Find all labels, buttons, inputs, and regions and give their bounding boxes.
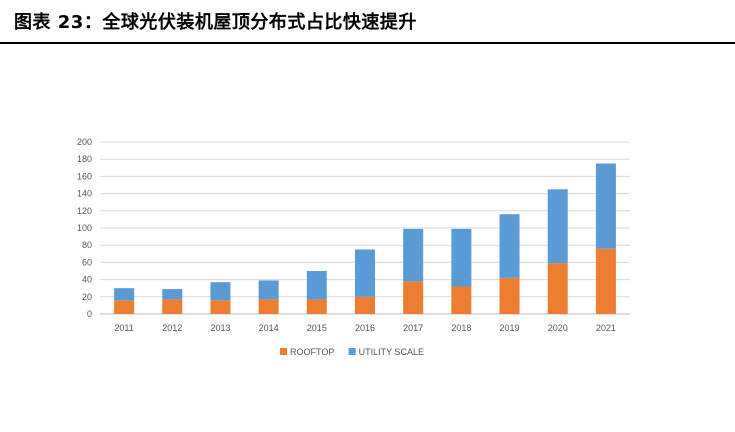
legend-label: UTILITY SCALE [359,347,424,357]
figure-title: 图表 23：全球光伏装机屋顶分布式占比快速提升 [14,12,417,33]
bar-rooftop [403,281,424,314]
bar-rooftop [499,277,520,314]
x-tick-label: 2014 [259,323,279,333]
bar-utility-scale [114,288,135,301]
bar-rooftop [114,300,135,314]
title-divider [0,42,735,44]
x-tick-label: 2016 [355,323,375,333]
x-tick-label: 2020 [548,323,568,333]
y-tick-label: 140 [77,189,92,199]
bar-utility-scale [595,163,616,249]
y-tick-label: 80 [82,240,92,250]
x-tick-label: 2012 [162,323,182,333]
legend: ROOFTOP UTILITY SCALE [280,347,424,357]
y-tick-label: 40 [82,275,92,285]
y-tick-label: 60 [82,257,92,267]
bar-rooftop [162,299,183,314]
bar-utility-scale [162,289,183,300]
x-tick-label: 2015 [307,323,327,333]
bar-utility-scale [355,249,375,297]
bar-utility-scale [306,271,327,300]
bar-rooftop [547,263,568,314]
x-tick-label: 2017 [403,323,423,333]
legend-swatch [348,348,356,355]
bar-rooftop [210,300,231,314]
y-tick-label: 100 [77,223,92,233]
y-tick-label: 200 [77,137,92,147]
y-tick-label: 120 [77,206,92,216]
bar-rooftop [306,299,327,314]
legend-label: ROOFTOP [290,347,334,357]
x-axis-ticks: 2011 2012 2013 2014 2015 2016 2017 2018 2019 2020… [114,323,616,333]
bar-utility-scale [547,189,568,264]
bar-rooftop [451,286,472,314]
legend-swatch [280,348,287,355]
x-tick-label: 2021 [596,323,616,333]
bar-utility-scale [403,228,424,282]
x-tick-label: 2013 [210,323,230,333]
bar-utility-scale [499,214,520,278]
bar-utility-scale [210,282,231,301]
y-tick-label: 20 [82,292,92,302]
x-tick-label: 2018 [451,323,471,333]
x-tick-label: 2011 [114,323,133,333]
bar-rooftop [355,296,375,314]
bar-rooftop [258,299,279,314]
y-tick-label: 180 [77,154,92,164]
x-tick-label: 2019 [500,323,520,333]
bar-utility-scale [451,228,472,287]
y-tick-label: 0 [87,309,92,319]
bars [114,163,616,314]
y-tick-label: 160 [77,171,92,181]
y-axis-ticks: 0 20 40 60 80 100 120 140 160 180 200 [77,137,92,319]
bar-utility-scale [258,280,279,300]
bar-rooftop [595,248,616,314]
